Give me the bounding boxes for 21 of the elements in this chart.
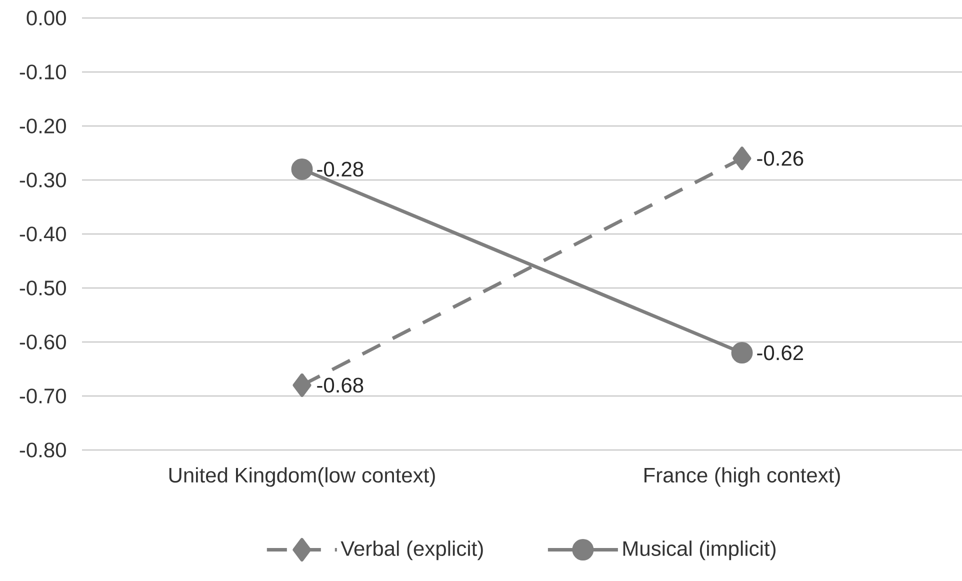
y-tick-label: 0.00 (26, 10, 66, 26)
y-tick-label: -0.10 (20, 64, 66, 80)
point (291, 158, 313, 180)
data-label: -0.68 (317, 378, 364, 393)
y-tick-label: -0.50 (20, 280, 66, 296)
y-tick-label: -0.60 (20, 334, 66, 350)
data-label: -0.28 (317, 162, 364, 177)
data-label: -0.26 (757, 150, 804, 166)
point (292, 373, 312, 397)
x-tick-label: United Kingdom(low context) (169, 467, 435, 487)
x-tick-label: France (high context) (644, 467, 840, 487)
y-tick-label: -0.20 (20, 118, 66, 134)
data-label: -0.62 (757, 345, 804, 360)
y-tick-label: -0.70 (20, 388, 66, 404)
y-tick-label: -0.40 (20, 226, 66, 242)
point (732, 146, 752, 170)
point (731, 342, 753, 364)
y-tick-label: -0.80 (20, 442, 66, 458)
legend-label: Musical (implicit) (623, 540, 776, 560)
y-tick-label: -0.30 (20, 172, 66, 188)
legend-label: Verbal (explicit) (340, 540, 483, 560)
